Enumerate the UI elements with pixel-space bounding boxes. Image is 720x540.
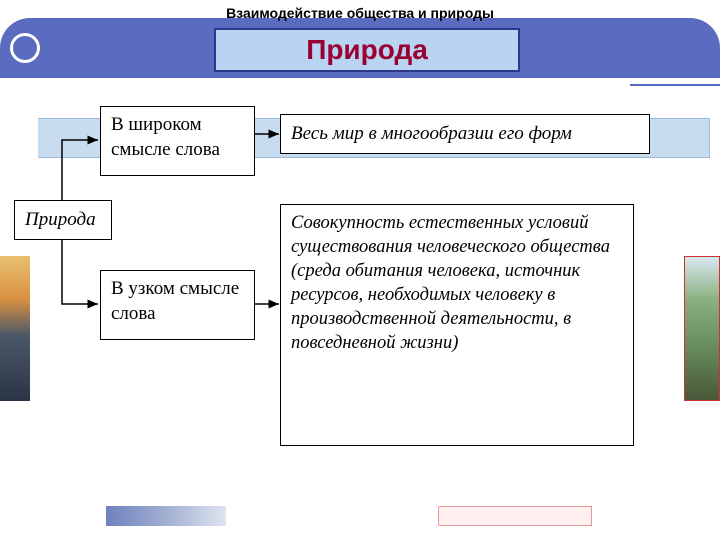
node-broad-def-text: Весь мир в многообразии его форм bbox=[291, 122, 572, 147]
footer-decoration-left bbox=[106, 506, 226, 526]
node-broad-def: Весь мир в многообразии его форм bbox=[280, 114, 650, 154]
node-narrow: В узком смысле слова bbox=[100, 270, 255, 340]
decorative-photo-left bbox=[0, 256, 30, 401]
title-box: Природа bbox=[214, 28, 520, 72]
background-strip-cut bbox=[10, 118, 38, 158]
slide-title: Природа bbox=[306, 34, 428, 66]
node-narrow-def: Совокупность естественных условий сущест… bbox=[280, 204, 634, 446]
node-broad-label: В широком смысле слова bbox=[111, 114, 220, 160]
node-narrow-def-text: Совокупность естественных условий сущест… bbox=[291, 213, 610, 353]
node-narrow-label: В узком смысле слова bbox=[111, 278, 239, 324]
decorative-photo-right bbox=[684, 256, 720, 401]
footer-decoration-right bbox=[438, 506, 592, 526]
node-broad: В широком смысле слова bbox=[100, 106, 255, 176]
node-root-label: Природа bbox=[25, 208, 96, 233]
slide-overline: Взаимодействие общества и природы bbox=[0, 5, 720, 21]
header-rule bbox=[630, 84, 720, 86]
node-root: Природа bbox=[14, 200, 112, 240]
